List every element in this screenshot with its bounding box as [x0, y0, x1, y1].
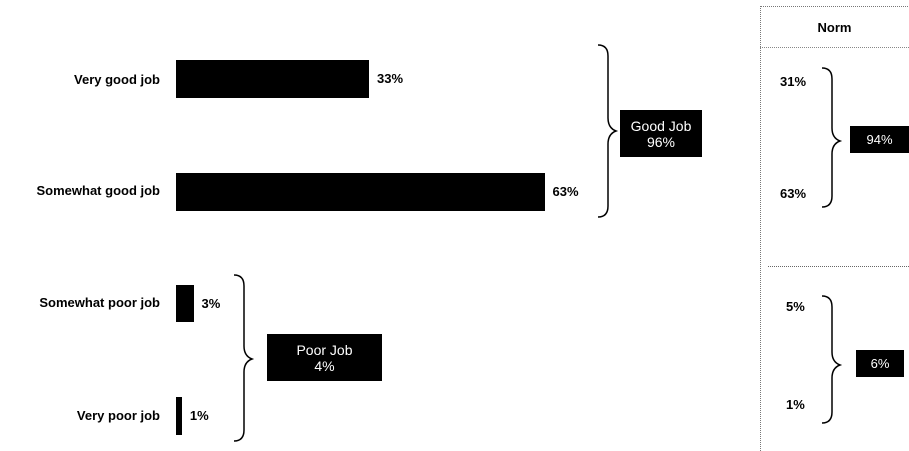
norm-value: 31%: [780, 74, 807, 89]
norm-value: 1%: [786, 397, 805, 412]
bar: [176, 397, 182, 435]
norm-header: Norm: [817, 20, 852, 35]
data-label: 33%: [377, 71, 404, 86]
data-label: 63%: [552, 184, 579, 199]
norm-header-divider: [760, 47, 909, 48]
brace-norm-poor: [821, 295, 843, 424]
norm-group-divider: [768, 266, 909, 267]
norm-group-box: 94%: [850, 126, 909, 153]
data-label: 3%: [201, 295, 221, 311]
norm-value: 63%: [780, 186, 807, 201]
norm-panel: [760, 6, 909, 451]
category-label: Very poor job: [76, 408, 160, 423]
data-label: 1%: [189, 408, 209, 423]
norm-value: 5%: [786, 299, 805, 314]
group-box-poor: Poor Job 4%: [267, 334, 382, 381]
bar: [176, 285, 194, 322]
brace-good: [597, 44, 619, 218]
bar: [176, 60, 370, 98]
group-box-good: Good Job 96%: [620, 110, 702, 157]
group-value: 4%: [314, 357, 335, 374]
norm-group-box: 6%: [856, 350, 904, 377]
bar: [176, 173, 545, 211]
group-name: Poor Job: [296, 341, 353, 358]
category-label: Very good job: [74, 72, 160, 87]
brace-norm-good: [821, 67, 843, 208]
group-name: Good Job: [630, 117, 692, 134]
group-value: 96%: [646, 133, 676, 150]
category-label: Somewhat poor job: [39, 295, 160, 310]
brace-poor: [233, 274, 255, 442]
category-label: Somewhat good job: [36, 183, 161, 198]
